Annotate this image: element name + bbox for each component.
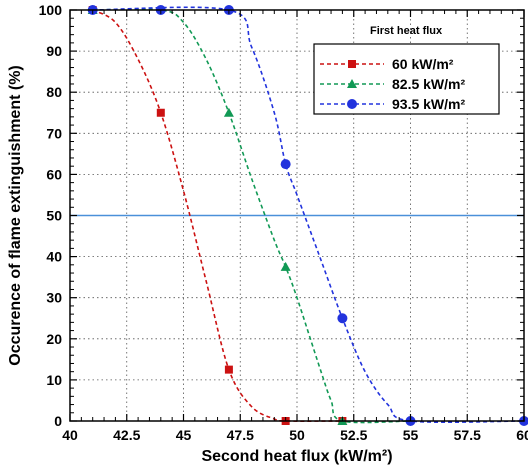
legend-label: 60 kW/m²	[392, 56, 454, 72]
y-tick-label: 40	[46, 249, 62, 265]
y-tick-label: 30	[46, 290, 62, 306]
x-tick-label: 42.5	[113, 427, 140, 443]
y-tick-label: 60	[46, 166, 62, 182]
legend-box	[313, 43, 500, 115]
series-line	[92, 9, 343, 422]
legend-entry-2: 82.5 kW/m²	[320, 76, 465, 92]
y-tick-label: 80	[46, 84, 62, 100]
x-tick-label: 40	[62, 427, 78, 443]
x-tick-label: 45	[176, 427, 192, 443]
y-tick-label: 10	[46, 372, 62, 388]
tick-labels: 40 42.5 45 47.5 50 52.5 55 57.5 60 0 10 20 30 40 50 60 7…	[39, 2, 528, 443]
y-tick-label: 50	[46, 208, 62, 224]
y-axis-title: Occurence of flame extinguishment (%)	[7, 65, 24, 366]
x-axis-title: Second heat flux (kW/m²)	[201, 448, 392, 465]
x-tick-label: 47.5	[227, 427, 254, 443]
data-point	[280, 261, 291, 271]
x-tick-label: 60	[516, 427, 528, 443]
x-tick-label: 57.5	[454, 427, 481, 443]
data-point	[337, 313, 348, 324]
legend-marker	[347, 79, 357, 88]
series-line	[92, 6, 525, 424]
data-point	[224, 365, 233, 374]
x-tick-label: 50	[289, 427, 305, 443]
legend-label: 82.5 kW/m²	[392, 76, 465, 92]
x-tick-label: 52.5	[340, 427, 367, 443]
y-tick-label: 20	[46, 331, 62, 347]
series-line	[92, 8, 411, 424]
y-tick-label: 90	[46, 43, 62, 59]
legend-entry-1: 60 kW/m²	[320, 56, 454, 72]
legend-marker	[347, 99, 357, 109]
legend-title: First heat flux	[370, 25, 443, 37]
y-tick-label: 100	[39, 2, 63, 18]
legend-label: 93.5 kW/m²	[392, 96, 465, 112]
data-point	[280, 159, 291, 170]
y-tick-label: 70	[46, 125, 62, 141]
y-tick-label: 0	[54, 413, 62, 429]
legend-marker	[348, 60, 356, 68]
ticks	[69, 9, 525, 422]
x-tick-label: 55	[403, 427, 419, 443]
data-point	[156, 108, 165, 117]
legend-entry-3: 93.5 kW/m²	[320, 96, 465, 112]
legend: First heat flux 60 kW/m² 82.5 kW/m² 93.5 k…	[313, 25, 500, 115]
data-point	[223, 107, 234, 117]
